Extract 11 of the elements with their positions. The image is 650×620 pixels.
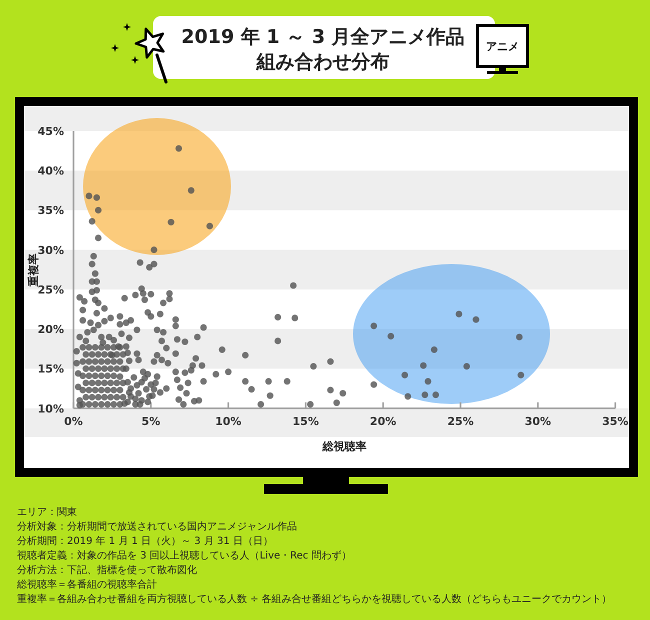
annotation: エリア：関東: [17, 507, 77, 518]
annotation: アニメ: [486, 40, 519, 53]
annotation: 分析方法：下記、指標を使って散布図化: [17, 565, 197, 576]
annotation: 重複率＝各組み合わせ番組を両方視聴している人数 ÷ 各組み合せ番組どちらかを視聴している人数（どちらもユニークでカウント）: [17, 594, 612, 605]
y-axis-title: 重複率: [27, 254, 40, 286]
annotation: 視聴者定義：対象の作品を 3 回以上視聴している人（Live・Rec 問わず）: [17, 550, 352, 562]
annotation: 総視聴率＝各番組の視聴率合計: [17, 580, 157, 590]
x-axis-title: 総視聴率: [322, 440, 366, 453]
annotation: 分析対象：分析期間で放送されている国内アニメジャンル作品: [17, 522, 297, 532]
annotation: 分析期間：2019 年 1 月 1 日（火）～ 3 月 31 日（日）: [17, 536, 273, 547]
title: 2019 年 1 ～ 3 月全アニメ作品組み合わせ分布: [181, 26, 465, 73]
